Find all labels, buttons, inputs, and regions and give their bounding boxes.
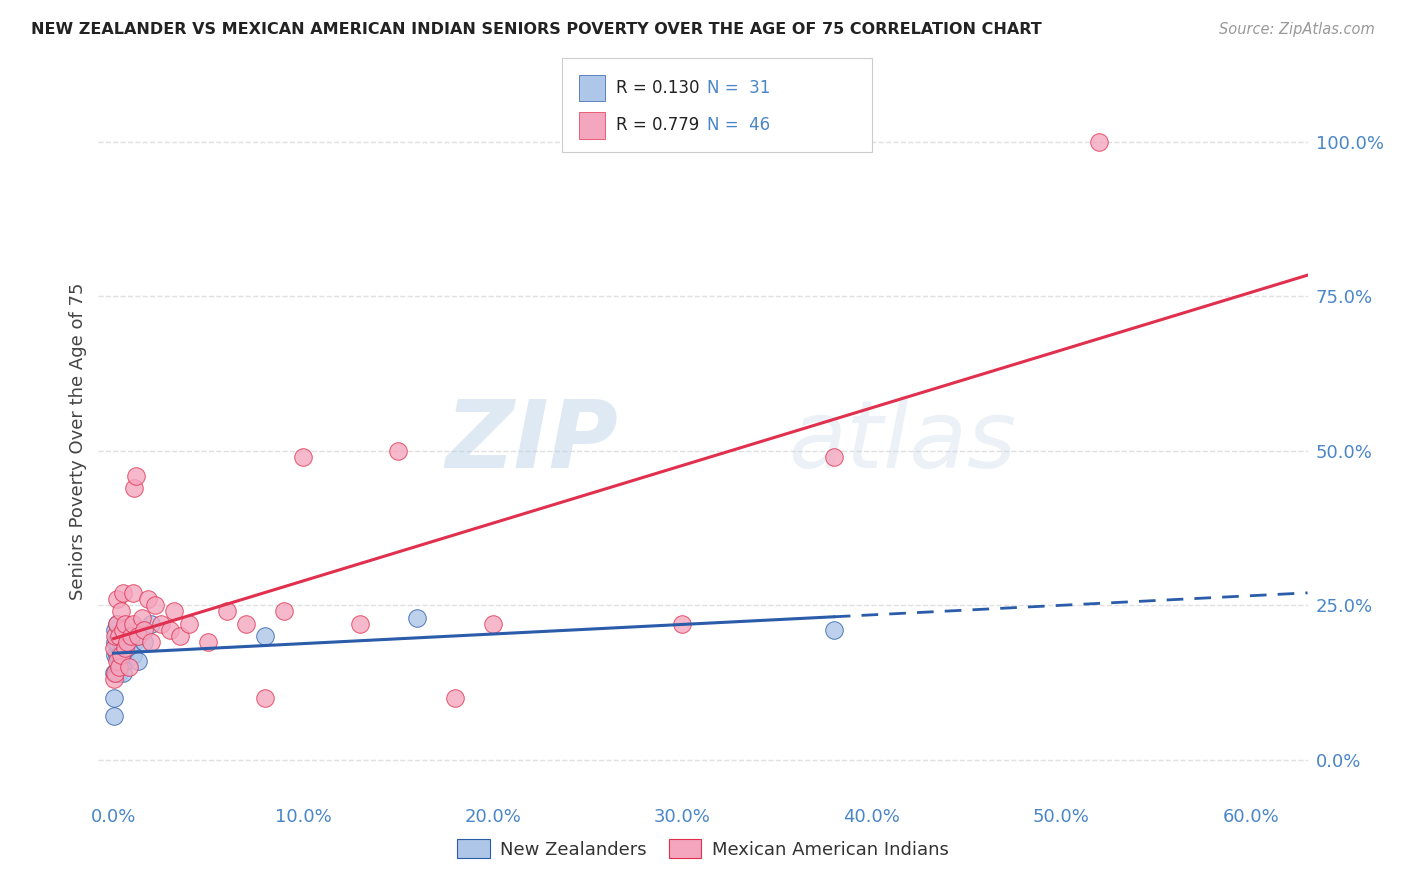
Point — [292, 450, 315, 464]
Text: R = 0.779: R = 0.779 — [616, 117, 699, 135]
Point — [108, 629, 131, 643]
Point — [132, 635, 155, 649]
Text: atlas: atlas — [787, 396, 1017, 487]
Point — [121, 586, 143, 600]
Point — [671, 616, 693, 631]
Point — [115, 635, 138, 649]
Point — [217, 604, 239, 618]
Text: Source: ZipAtlas.com: Source: ZipAtlas.com — [1219, 22, 1375, 37]
Point — [163, 604, 186, 618]
Y-axis label: Seniors Poverty Over the Age of 75: Seniors Poverty Over the Age of 75 — [69, 283, 87, 600]
Point — [149, 616, 172, 631]
Point — [110, 654, 132, 668]
Text: ZIP: ZIP — [446, 395, 619, 488]
Point — [105, 648, 128, 662]
Point — [108, 629, 131, 643]
Point — [349, 616, 371, 631]
Point — [104, 666, 127, 681]
Point — [105, 666, 128, 681]
Point — [104, 635, 127, 649]
Point — [235, 616, 257, 631]
Point — [103, 641, 125, 656]
Point — [136, 592, 159, 607]
Point — [104, 623, 127, 637]
Point — [110, 635, 132, 649]
Point — [120, 635, 142, 649]
Point — [143, 598, 166, 612]
Point — [254, 690, 277, 705]
Point — [112, 666, 135, 681]
Point — [141, 616, 163, 631]
Point — [108, 660, 131, 674]
Point — [131, 610, 153, 624]
Point — [179, 616, 201, 631]
Point — [1088, 135, 1111, 149]
Point — [481, 616, 503, 631]
Point — [105, 654, 128, 668]
Point — [121, 648, 143, 662]
Point — [110, 648, 132, 662]
Point — [124, 481, 146, 495]
Point — [124, 635, 146, 649]
Point — [121, 616, 143, 631]
Point — [405, 610, 427, 624]
Point — [103, 673, 125, 687]
Point — [114, 641, 136, 656]
Point — [443, 690, 465, 705]
Point — [387, 443, 409, 458]
Point — [104, 648, 127, 662]
Point — [823, 450, 845, 464]
Point — [197, 635, 219, 649]
Text: N =  31: N = 31 — [707, 79, 770, 97]
Point — [118, 629, 141, 643]
Point — [159, 623, 181, 637]
Point — [103, 666, 125, 681]
Point — [108, 648, 131, 662]
Point — [114, 616, 136, 631]
Point — [105, 592, 128, 607]
Point — [114, 654, 136, 668]
Text: NEW ZEALANDER VS MEXICAN AMERICAN INDIAN SENIORS POVERTY OVER THE AGE OF 75 CORR: NEW ZEALANDER VS MEXICAN AMERICAN INDIAN… — [31, 22, 1042, 37]
Point — [112, 586, 135, 600]
Point — [823, 623, 845, 637]
Point — [114, 635, 136, 649]
Point — [112, 629, 135, 643]
Point — [115, 641, 138, 656]
Point — [169, 629, 191, 643]
Point — [108, 666, 131, 681]
Point — [132, 623, 155, 637]
Point — [103, 690, 125, 705]
Point — [127, 629, 149, 643]
Point — [105, 616, 128, 631]
Text: R = 0.130: R = 0.130 — [616, 79, 699, 97]
Point — [103, 709, 125, 723]
Point — [110, 604, 132, 618]
Point — [141, 635, 163, 649]
Point — [273, 604, 295, 618]
Text: N =  46: N = 46 — [707, 117, 770, 135]
Point — [127, 654, 149, 668]
Point — [254, 629, 277, 643]
Point — [104, 629, 127, 643]
Point — [125, 468, 148, 483]
Point — [105, 616, 128, 631]
Legend: New Zealanders, Mexican American Indians: New Zealanders, Mexican American Indians — [450, 832, 956, 866]
Point — [118, 660, 141, 674]
Point — [112, 648, 135, 662]
Point — [112, 623, 135, 637]
Point — [120, 629, 142, 643]
Point — [105, 635, 128, 649]
